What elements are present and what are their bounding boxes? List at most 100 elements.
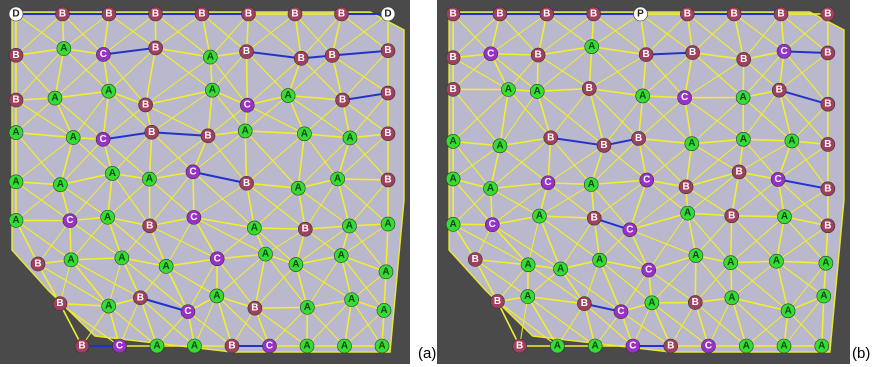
node-label: C [645, 265, 652, 276]
node-label: A [822, 258, 829, 269]
node-label: A [684, 208, 691, 219]
node-label: B [731, 9, 738, 20]
node-label: A [346, 132, 353, 143]
node-label: A [104, 212, 111, 223]
node-label: A [449, 136, 456, 147]
edge [247, 52, 248, 106]
node-label: A [12, 127, 19, 138]
node-label: C [780, 46, 787, 57]
node-label: B [581, 298, 588, 309]
node-label: A [67, 254, 74, 265]
figure: D B B B B B B B D B A C B A B B B B B A A B A C A B B A A C B B A A A B A A A A… [0, 0, 873, 367]
node-label: D [12, 9, 19, 20]
node-label: B [740, 54, 747, 65]
node-label: A [109, 168, 116, 179]
node-label: B [384, 174, 391, 185]
node-label: B [339, 95, 346, 106]
node-label: A [338, 250, 345, 261]
node-label: B [824, 139, 831, 150]
node-label: B [692, 297, 699, 308]
node-label: B [78, 341, 85, 352]
node-label: A [163, 261, 170, 272]
node-label: A [525, 259, 532, 270]
node-label: A [536, 211, 543, 222]
node-label: B [384, 45, 391, 56]
node-label: A [740, 92, 747, 103]
node-label: B [204, 130, 211, 141]
node-label: A [534, 86, 541, 97]
node-label: B [449, 52, 456, 63]
node-label: A [588, 179, 595, 190]
node-label: A [692, 250, 699, 261]
node-label: B [635, 133, 642, 144]
node-label: A [818, 341, 825, 352]
node-label: A [57, 179, 64, 190]
node-label: B [146, 220, 153, 231]
node-label: B [586, 83, 593, 94]
node-label: A [648, 297, 655, 308]
node-label: B [243, 178, 250, 189]
node-label: C [189, 166, 196, 177]
node-label: B [12, 50, 19, 61]
node-label: C [544, 177, 551, 188]
edge [255, 307, 307, 308]
node-label: C [244, 100, 251, 111]
node-label: A [70, 132, 77, 143]
node-label: A [295, 183, 302, 194]
node-label: B [735, 166, 742, 177]
node-label: B [824, 9, 831, 20]
node-label: A [341, 341, 348, 352]
node-label: B [228, 341, 235, 352]
node-label: A [740, 134, 747, 145]
node-label: A [292, 259, 299, 270]
node-label: C [705, 341, 712, 352]
node-label: C [266, 341, 273, 352]
node-label: A [348, 294, 355, 305]
node-label: C [99, 134, 106, 145]
node-label: B [449, 9, 456, 20]
node-label: A [304, 302, 311, 313]
node-label: B [198, 9, 205, 20]
node-label: A [780, 341, 787, 352]
node-label: A [60, 43, 67, 54]
node-label: P [637, 9, 644, 20]
node-label: A [118, 252, 125, 263]
node-label: B [142, 99, 149, 110]
node-label: C [116, 341, 123, 352]
node-label: B [643, 49, 650, 60]
node-label: B [824, 183, 831, 194]
node-label: C [774, 174, 781, 185]
node-label: B [689, 47, 696, 58]
node-label: A [505, 84, 512, 95]
node-label: A [788, 135, 795, 146]
node-label: B [329, 50, 336, 61]
node-label: B [56, 298, 63, 309]
node-label: C [66, 215, 73, 226]
node-label: A [105, 301, 112, 312]
node-label: B [535, 50, 542, 61]
node-label: A [384, 219, 391, 230]
node-label: A [334, 173, 341, 184]
node-label: C [629, 341, 636, 352]
node-label: B [600, 140, 607, 151]
node-label: B [494, 296, 501, 307]
node-label: B [591, 213, 598, 224]
node-label: B [824, 47, 831, 58]
node-label: A [688, 138, 695, 149]
node-label: C [681, 92, 688, 103]
node-label: D [384, 9, 391, 20]
edge [338, 179, 388, 180]
node-label: A [378, 341, 385, 352]
caption: (b) [852, 345, 870, 362]
node-label: B [291, 9, 298, 20]
node-label: A [153, 341, 160, 352]
node-label: B [824, 99, 831, 110]
node-label: B [496, 9, 503, 20]
node-label: A [207, 52, 214, 63]
edge [732, 216, 785, 217]
node-label: A [784, 305, 791, 316]
node-label: C [489, 219, 496, 230]
node-label: B [338, 9, 345, 20]
node-label: A [557, 263, 564, 274]
node-label: B [34, 258, 41, 269]
